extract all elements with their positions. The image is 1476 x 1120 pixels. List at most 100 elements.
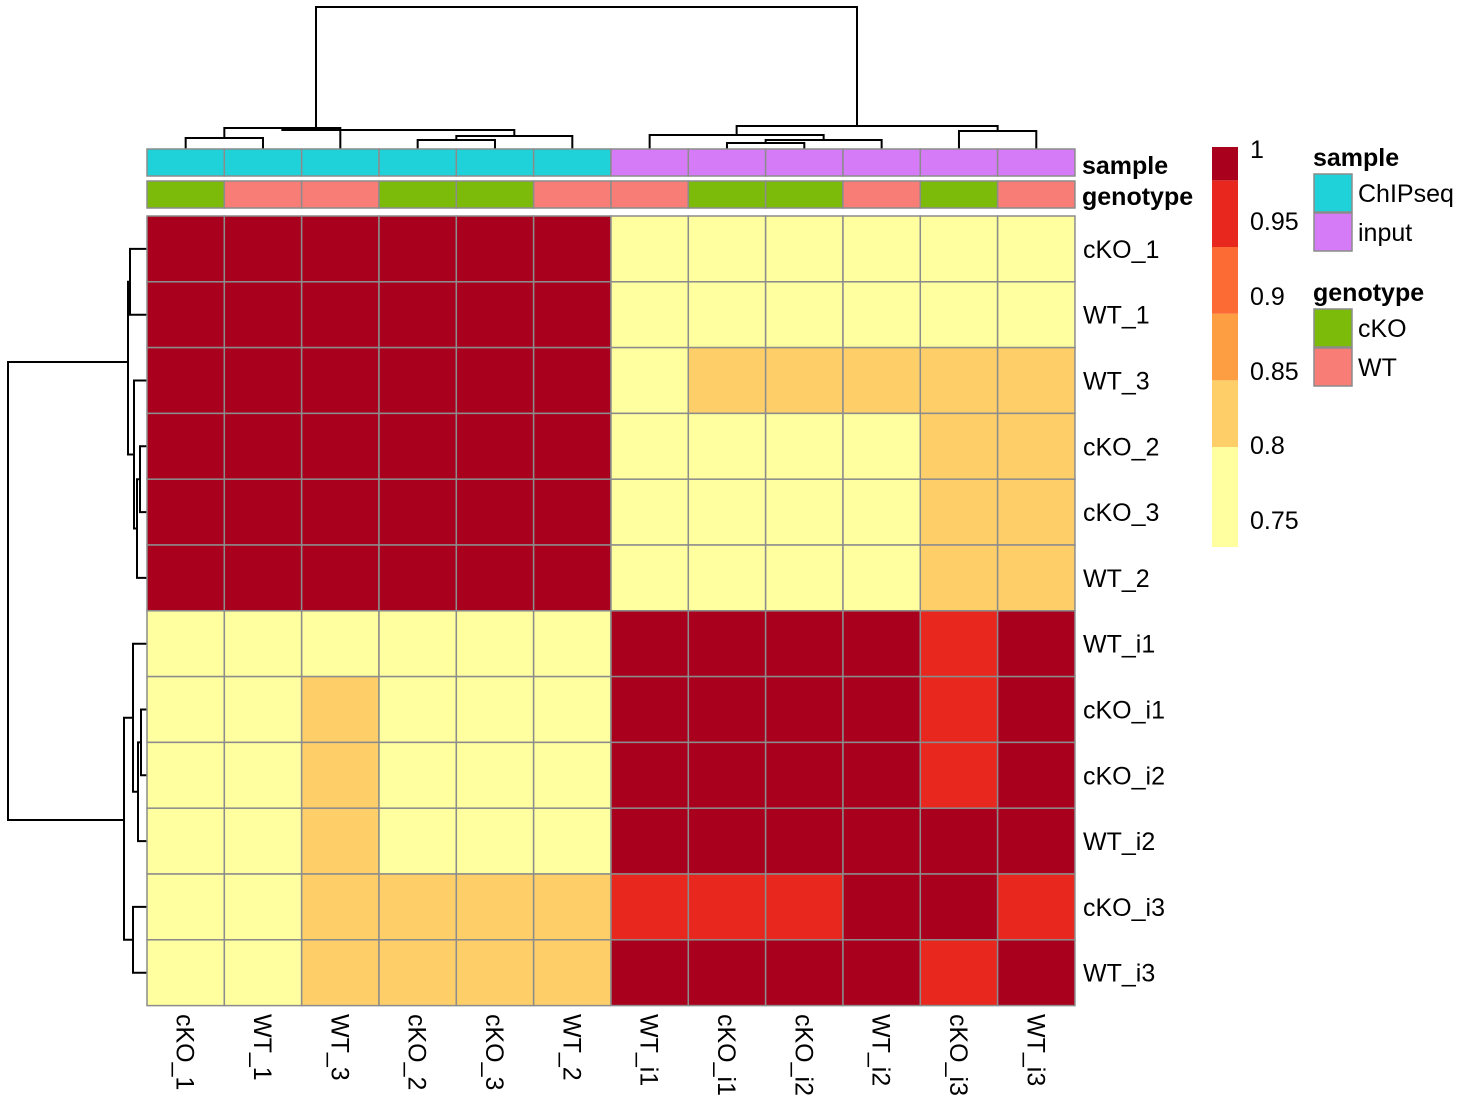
annotation-cell-sample <box>919 148 999 177</box>
row-label: cKO_3 <box>1083 499 1159 527</box>
heatmap-cell <box>300 873 380 941</box>
heatmap-cell <box>146 412 226 480</box>
annotation-cell-genotype <box>532 180 612 209</box>
heatmap-cell <box>919 544 999 612</box>
column-label: WT_i1 <box>635 1014 663 1086</box>
heatmap-cell <box>610 741 690 809</box>
heatmap-cell <box>146 215 226 283</box>
heatmap-cell <box>842 412 922 480</box>
heatmap-cell <box>300 741 380 809</box>
annotation-cell-genotype <box>223 180 303 209</box>
heatmap-cell <box>842 215 922 283</box>
dendrogram-branch <box>129 247 147 316</box>
colorbar-segment <box>1212 447 1238 547</box>
heatmap-cell <box>687 281 767 349</box>
heatmap-cell <box>455 215 535 283</box>
heatmap-cell <box>378 544 458 612</box>
column-dendrogram <box>184 6 1038 150</box>
heatmap-cell <box>610 478 690 546</box>
annotation-cell-genotype <box>919 180 999 209</box>
heatmap-cell <box>378 807 458 875</box>
dendrogram-branch <box>140 708 147 777</box>
heatmap-cell <box>223 412 303 480</box>
row-labels: cKO_1 WT_1 WT_3 cKO_2 cKO_3 WT_2 WT_i1 cKO_i1 cK… <box>1083 236 1165 988</box>
colorbar-tick-label: 1 <box>1250 136 1264 164</box>
heatmap-cell <box>764 215 844 283</box>
heatmap-cell <box>532 939 612 1007</box>
heatmap-cell <box>378 346 458 415</box>
heatmap-cell <box>919 478 999 546</box>
heatmap-cell <box>378 741 458 809</box>
colorbar-segment <box>1212 380 1238 447</box>
heatmap-cell <box>300 281 380 349</box>
heatmap-cell <box>610 215 690 283</box>
heatmap-cell <box>687 544 767 612</box>
column-label: WT_1 <box>248 1014 276 1081</box>
annotation-cell-sample <box>687 148 767 177</box>
heatmap-cell <box>223 873 303 941</box>
heatmap-cell <box>146 478 226 546</box>
heatmap-cell <box>764 412 844 480</box>
column-label: WT_i3 <box>1021 1014 1049 1086</box>
heatmap-cell <box>455 478 535 546</box>
legend-item-label: ChIPseq <box>1358 180 1454 208</box>
heatmap-cell <box>842 741 922 809</box>
heatmap-cell <box>610 544 690 612</box>
colorbar-segment <box>1212 313 1238 381</box>
heatmap-cell <box>223 215 303 283</box>
annotation-cell-genotype <box>687 180 767 209</box>
heatmap-cell <box>146 346 226 415</box>
annotation-cell-sample <box>610 148 690 177</box>
dendrogram-branch <box>123 716 133 941</box>
colorbar-segment <box>1212 147 1238 181</box>
annotation-label-genotype: genotype <box>1082 183 1193 211</box>
column-label: cKO_3 <box>480 1014 508 1090</box>
heatmap-cell <box>687 610 767 678</box>
heatmap-cell <box>378 873 458 941</box>
row-label: WT_i3 <box>1083 960 1155 988</box>
legend-swatch <box>1313 347 1353 387</box>
color-scale-legend: 1 0.95 0.9 0.85 0.8 0.75 <box>1212 136 1299 547</box>
annotation-cell-sample <box>223 148 303 177</box>
heatmap-cell <box>532 544 612 612</box>
annotation-cell-genotype <box>378 180 458 209</box>
heatmap-cell <box>687 675 767 744</box>
annotation-cell-genotype <box>996 180 1076 209</box>
column-label: cKO_i1 <box>712 1014 740 1096</box>
annotation-cell-sample <box>146 148 226 177</box>
heatmap-cell <box>223 741 303 809</box>
heatmap-cell <box>919 741 999 809</box>
heatmap-cell <box>687 873 767 941</box>
annotation-cell-sample <box>842 148 922 177</box>
heatmap-cell <box>996 478 1076 546</box>
heatmap-cell <box>455 412 535 480</box>
heatmap-cell <box>300 215 380 283</box>
colorbar-tick-label: 0.95 <box>1250 208 1299 236</box>
heatmap-cell <box>455 544 535 612</box>
heatmap-cell <box>378 412 458 480</box>
dendrogram-branch <box>735 125 999 135</box>
heatmap-cell <box>764 281 844 349</box>
heatmap-cell <box>300 346 380 415</box>
heatmap-cell <box>764 610 844 678</box>
row-label: WT_i1 <box>1083 631 1155 659</box>
legend-item-label: cKO <box>1358 315 1407 343</box>
legend-swatch <box>1313 308 1353 348</box>
heatmap-cell <box>764 478 844 546</box>
heatmap-cell <box>378 939 458 1007</box>
dendrogram-branch <box>281 128 516 136</box>
column-label: WT_3 <box>325 1014 353 1081</box>
heatmap-cell <box>842 939 922 1007</box>
heatmap-cell <box>455 939 535 1007</box>
row-label: WT_1 <box>1083 302 1150 330</box>
legend-title: sample <box>1313 144 1399 172</box>
annotation-cell-genotype <box>300 180 380 209</box>
heatmap-cell <box>919 346 999 415</box>
heatmap-cell <box>532 610 612 678</box>
heatmap-cell <box>223 478 303 546</box>
heatmap-cell <box>764 873 844 941</box>
row-label: cKO_i3 <box>1083 894 1165 922</box>
row-label: cKO_i2 <box>1083 762 1165 790</box>
colorbar-tick-label: 0.75 <box>1250 507 1299 535</box>
colorbar-tick-label: 0.8 <box>1250 432 1285 460</box>
